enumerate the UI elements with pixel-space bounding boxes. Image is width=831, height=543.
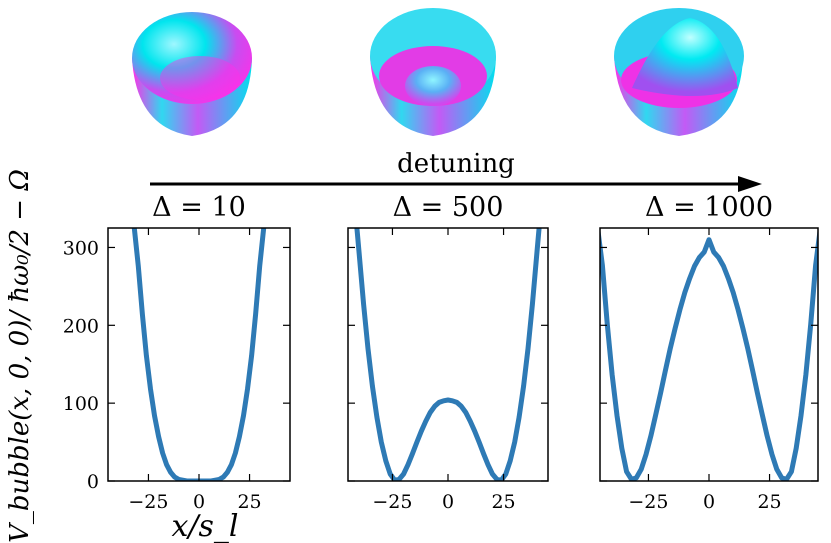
surface-delta-1000 [614, 8, 744, 136]
x-tick-label: 0 [193, 491, 205, 513]
y-tick-label: 200 [63, 315, 99, 337]
axes-frame [599, 227, 819, 482]
x-tick-label: −25 [628, 491, 668, 513]
x-axis-label: x/s_l [171, 509, 238, 543]
axes-frame [107, 227, 291, 482]
panel-1: −25 0 25 0 100 200 300 Δ = 10 [63, 192, 291, 513]
x-tick-label: −25 [372, 491, 412, 513]
x-tick-label: 25 [237, 491, 261, 513]
y-tick-label: 0 [87, 471, 99, 493]
detuning-label: detuning [397, 149, 515, 179]
x-tick-label: 25 [757, 491, 781, 513]
panel-2: −25 0 25 Δ = 500 [347, 192, 549, 513]
x-tick-label: 0 [442, 491, 454, 513]
axes-frame [347, 227, 549, 482]
series-line [600, 228, 818, 481]
panel-3: −25 0 25 Δ = 1000 [599, 192, 819, 513]
x-tick-label: 0 [703, 491, 715, 513]
panel-title: Δ = 1000 [645, 192, 773, 223]
chart-panels: −25 0 25 0 100 200 300 Δ = 10 −25 0 25 Δ = 500 −25 0 2… [63, 192, 819, 513]
series-line [354, 228, 542, 481]
surface-delta-500 [370, 8, 496, 136]
y-axis-label: V_bubble(x, 0, 0)/ ħω₀/2 − Ω [5, 169, 35, 543]
detuning-arrow [150, 176, 762, 192]
panel-title: Δ = 500 [393, 192, 504, 223]
y-tick-label: 300 [63, 237, 99, 259]
series-line [131, 228, 267, 481]
y-tick-label: 100 [63, 393, 99, 415]
x-tick-label: −25 [128, 491, 168, 513]
surface-delta-10 [132, 12, 252, 136]
panel-title: Δ = 10 [152, 192, 246, 223]
x-tick-label: 25 [491, 491, 515, 513]
